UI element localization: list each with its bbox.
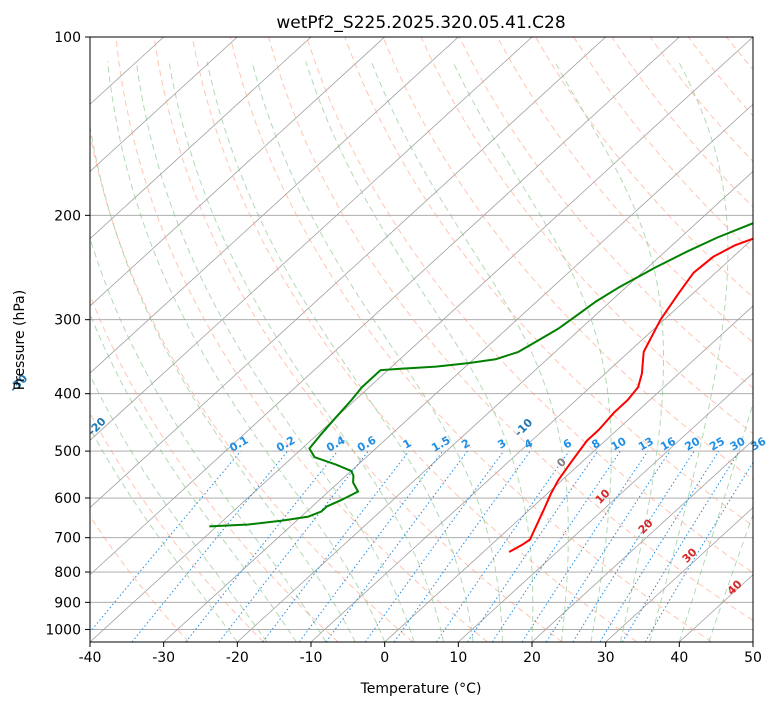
x-tick-label: -10 (300, 650, 323, 666)
x-tick-label: 50 (744, 650, 762, 666)
y-tick-label: 600 (54, 491, 81, 507)
x-tick-label: -40 (79, 650, 102, 666)
x-tick-label: 0 (380, 650, 389, 666)
x-axis-label: Temperature (°C) (360, 681, 482, 697)
y-tick-label: 800 (54, 565, 81, 581)
y-tick-label: 500 (54, 444, 81, 460)
x-tick-label: 30 (597, 650, 615, 666)
y-tick-label: 900 (54, 595, 81, 611)
y-tick-label: 200 (54, 208, 81, 224)
y-tick-label: 700 (54, 531, 81, 547)
x-tick-label: -30 (152, 650, 175, 666)
y-axis-label: Pressure (hPa) (12, 290, 28, 390)
y-tick-label: 300 (54, 313, 81, 329)
y-tick-label: 400 (54, 387, 81, 403)
x-tick-label: -20 (226, 650, 249, 666)
x-tick-label: 10 (449, 650, 467, 666)
y-tick-label: 100 (54, 30, 81, 46)
chart-title: wetPf2_S225.2025.320.05.41.C28 (276, 13, 565, 33)
x-tick-label: 40 (670, 650, 688, 666)
y-tick-label: 1000 (45, 622, 81, 638)
x-tick-label: 20 (523, 650, 541, 666)
